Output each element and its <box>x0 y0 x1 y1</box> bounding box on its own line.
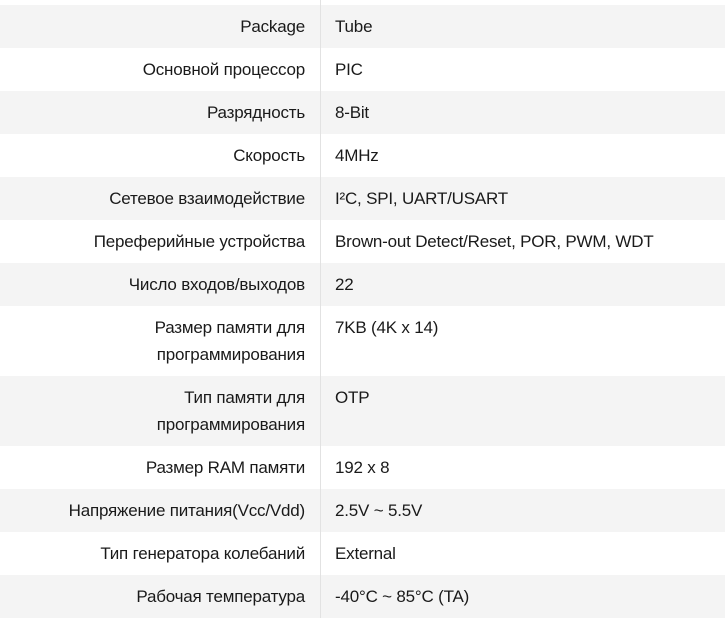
spec-row: Сетевое взаимодействие I²C, SPI, UART/US… <box>0 177 725 220</box>
spec-row: Package Tube <box>0 5 725 48</box>
spec-row-value: I²C, SPI, UART/USART <box>335 189 508 208</box>
spec-row-label: Напряжение питания(Vcc/Vdd) <box>68 501 306 520</box>
spec-row-value: OTP <box>335 388 370 407</box>
spec-row-label: Тип памяти для программирования <box>156 388 305 434</box>
spec-row-label: Число входов/выходов <box>128 275 305 294</box>
spec-row-value: 2.5V ~ 5.5V <box>335 501 423 520</box>
spec-row-label: Основной процессор <box>142 60 305 79</box>
spec-row-value: Brown-out Detect/Reset, POR, PWM, WDT <box>335 232 654 251</box>
spec-row: Тип генератора колебаний External <box>0 532 725 575</box>
column-divider <box>320 0 321 618</box>
spec-row-value: Tube <box>335 17 373 36</box>
spec-row-label: Package <box>240 17 305 36</box>
spec-row-label: Переферийные устройства <box>93 232 305 251</box>
spec-row-label: Разрядность <box>206 103 305 122</box>
spec-row: Переферийные устройства Brown-out Detect… <box>0 220 725 263</box>
spec-row: Основной процессор PIC <box>0 48 725 91</box>
spec-row: Рабочая температура -40°C ~ 85°C (TA) <box>0 575 725 618</box>
spec-row-value: 192 x 8 <box>335 458 390 477</box>
spec-row: Число входов/выходов 22 <box>0 263 725 306</box>
spec-row-label: Скорость <box>233 146 305 165</box>
spec-row-label: Размер RAM памяти <box>145 458 305 477</box>
spec-row-value: 8-Bit <box>335 103 369 122</box>
spec-row-value: 4MHz <box>335 146 379 165</box>
spec-row: Размер RAM памяти 192 x 8 <box>0 446 725 489</box>
spec-row: Тип памяти для программирования OTP <box>0 376 725 446</box>
spec-row-value: 7KB (4K x 14) <box>335 318 439 337</box>
spec-row-value: PIC <box>335 60 363 79</box>
spec-row-label: Рабочая температура <box>136 587 305 606</box>
spec-row: Напряжение питания(Vcc/Vdd) 2.5V ~ 5.5V <box>0 489 725 532</box>
spec-row-label: Размер памяти для программирования <box>154 318 306 364</box>
spec-row-value: External <box>335 544 396 563</box>
spec-row: Размер памяти для программирования 7KB (… <box>0 306 725 376</box>
spec-row-label: Сетевое взаимодействие <box>109 189 305 208</box>
spec-row: Скорость 4MHz <box>0 134 725 177</box>
spec-row-label: Тип генератора колебаний <box>100 544 305 563</box>
spec-row-value: -40°C ~ 85°C (TA) <box>335 587 470 606</box>
spec-row-value: 22 <box>335 275 354 294</box>
spec-row: Разрядность 8-Bit <box>0 91 725 134</box>
spec-table: Package Tube Основной процессор PIC Разр… <box>0 5 725 618</box>
